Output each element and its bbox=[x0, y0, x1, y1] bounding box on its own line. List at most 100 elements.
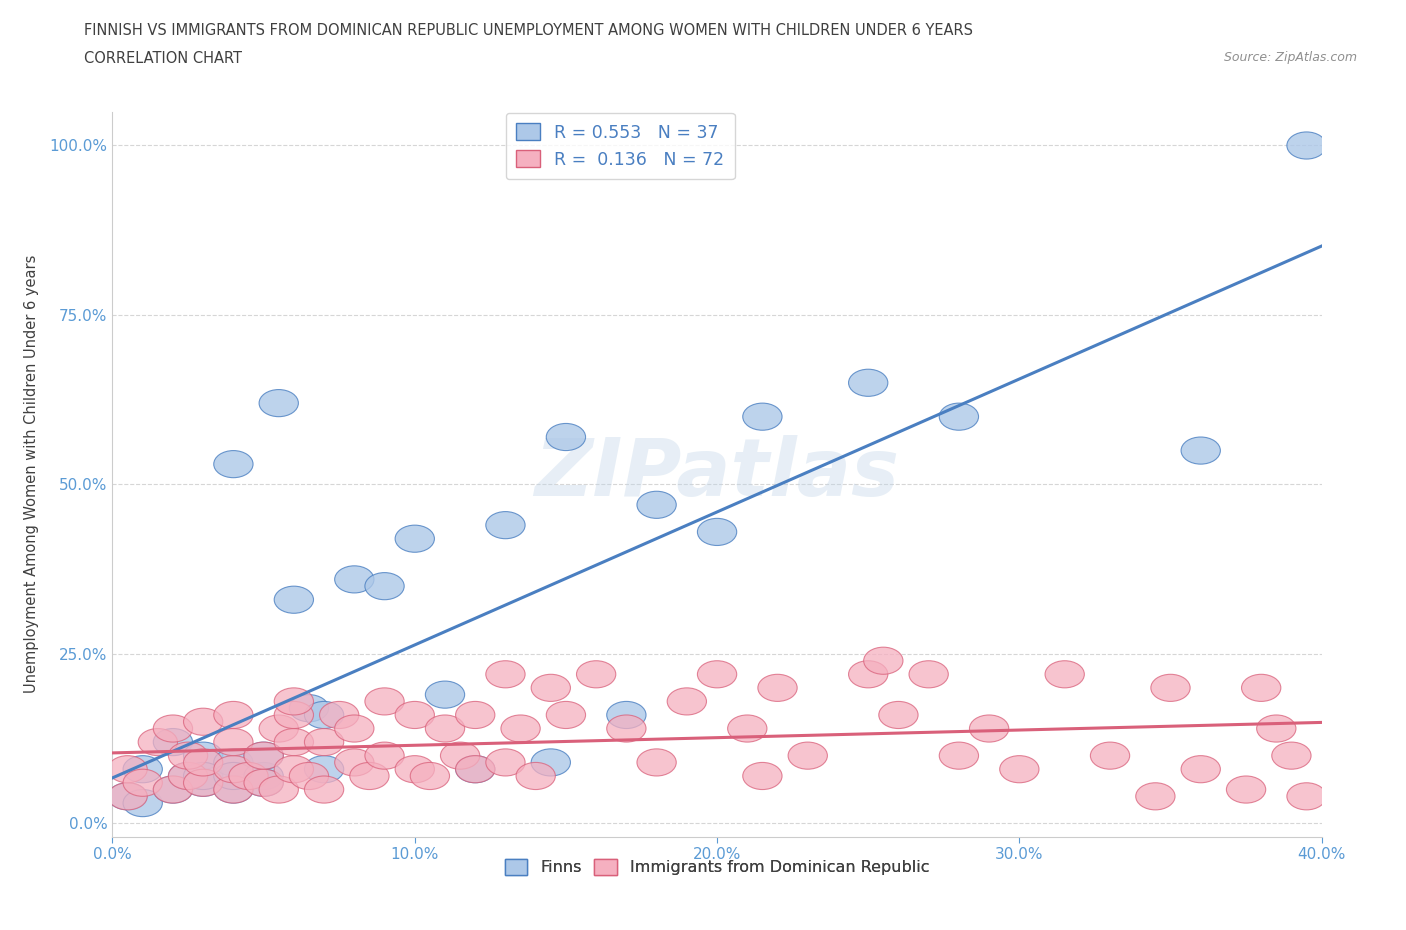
Ellipse shape bbox=[697, 518, 737, 546]
Ellipse shape bbox=[319, 701, 359, 728]
Ellipse shape bbox=[214, 749, 253, 776]
Ellipse shape bbox=[547, 423, 585, 450]
Ellipse shape bbox=[153, 776, 193, 804]
Ellipse shape bbox=[486, 749, 524, 776]
Ellipse shape bbox=[1091, 742, 1129, 769]
Ellipse shape bbox=[245, 763, 283, 790]
Ellipse shape bbox=[758, 674, 797, 701]
Ellipse shape bbox=[290, 695, 329, 722]
Ellipse shape bbox=[1136, 783, 1175, 810]
Ellipse shape bbox=[547, 701, 585, 728]
Ellipse shape bbox=[742, 403, 782, 431]
Ellipse shape bbox=[395, 701, 434, 728]
Ellipse shape bbox=[245, 769, 283, 796]
Ellipse shape bbox=[1226, 776, 1265, 804]
Ellipse shape bbox=[274, 756, 314, 783]
Ellipse shape bbox=[229, 763, 269, 790]
Ellipse shape bbox=[184, 749, 222, 776]
Ellipse shape bbox=[456, 756, 495, 783]
Ellipse shape bbox=[440, 742, 479, 769]
Ellipse shape bbox=[138, 728, 177, 756]
Ellipse shape bbox=[395, 525, 434, 552]
Ellipse shape bbox=[501, 715, 540, 742]
Y-axis label: Unemployment Among Women with Children Under 6 years: Unemployment Among Women with Children U… bbox=[24, 255, 38, 694]
Ellipse shape bbox=[108, 756, 148, 783]
Ellipse shape bbox=[1286, 132, 1326, 159]
Ellipse shape bbox=[214, 776, 253, 804]
Ellipse shape bbox=[184, 763, 222, 790]
Ellipse shape bbox=[350, 763, 389, 790]
Ellipse shape bbox=[849, 369, 887, 396]
Ellipse shape bbox=[290, 763, 329, 790]
Ellipse shape bbox=[245, 742, 283, 769]
Ellipse shape bbox=[184, 708, 222, 736]
Ellipse shape bbox=[668, 688, 706, 715]
Ellipse shape bbox=[274, 688, 314, 715]
Ellipse shape bbox=[169, 742, 208, 769]
Ellipse shape bbox=[1181, 756, 1220, 783]
Ellipse shape bbox=[169, 763, 208, 790]
Ellipse shape bbox=[486, 660, 524, 688]
Text: Source: ZipAtlas.com: Source: ZipAtlas.com bbox=[1223, 51, 1357, 64]
Ellipse shape bbox=[214, 701, 253, 728]
Ellipse shape bbox=[335, 749, 374, 776]
Ellipse shape bbox=[259, 715, 298, 742]
Ellipse shape bbox=[259, 390, 298, 417]
Ellipse shape bbox=[728, 715, 766, 742]
Ellipse shape bbox=[305, 728, 343, 756]
Ellipse shape bbox=[1181, 437, 1220, 464]
Ellipse shape bbox=[335, 565, 374, 593]
Ellipse shape bbox=[789, 742, 827, 769]
Ellipse shape bbox=[153, 715, 193, 742]
Ellipse shape bbox=[697, 660, 737, 688]
Ellipse shape bbox=[305, 776, 343, 804]
Ellipse shape bbox=[305, 756, 343, 783]
Ellipse shape bbox=[214, 756, 253, 783]
Ellipse shape bbox=[366, 742, 404, 769]
Ellipse shape bbox=[274, 701, 314, 728]
Ellipse shape bbox=[910, 660, 948, 688]
Ellipse shape bbox=[849, 660, 887, 688]
Text: CORRELATION CHART: CORRELATION CHART bbox=[84, 51, 242, 66]
Ellipse shape bbox=[214, 776, 253, 804]
Ellipse shape bbox=[366, 573, 404, 600]
Ellipse shape bbox=[184, 769, 222, 796]
Ellipse shape bbox=[245, 742, 283, 769]
Ellipse shape bbox=[1286, 783, 1326, 810]
Ellipse shape bbox=[108, 783, 148, 810]
Ellipse shape bbox=[214, 450, 253, 478]
Ellipse shape bbox=[395, 756, 434, 783]
Ellipse shape bbox=[426, 715, 464, 742]
Ellipse shape bbox=[108, 783, 148, 810]
Ellipse shape bbox=[637, 491, 676, 518]
Ellipse shape bbox=[1257, 715, 1296, 742]
Ellipse shape bbox=[184, 742, 222, 769]
Ellipse shape bbox=[456, 756, 495, 783]
Ellipse shape bbox=[1000, 756, 1039, 783]
Ellipse shape bbox=[456, 701, 495, 728]
Ellipse shape bbox=[970, 715, 1008, 742]
Ellipse shape bbox=[576, 660, 616, 688]
Ellipse shape bbox=[516, 763, 555, 790]
Ellipse shape bbox=[531, 674, 571, 701]
Text: ZIPatlas: ZIPatlas bbox=[534, 435, 900, 513]
Ellipse shape bbox=[1152, 674, 1189, 701]
Ellipse shape bbox=[305, 701, 343, 728]
Ellipse shape bbox=[335, 715, 374, 742]
Ellipse shape bbox=[426, 681, 464, 708]
Ellipse shape bbox=[366, 688, 404, 715]
Ellipse shape bbox=[607, 701, 645, 728]
Ellipse shape bbox=[274, 728, 314, 756]
Ellipse shape bbox=[939, 742, 979, 769]
Legend: Finns, Immigrants from Dominican Republic: Finns, Immigrants from Dominican Republi… bbox=[498, 851, 936, 884]
Ellipse shape bbox=[1272, 742, 1310, 769]
Ellipse shape bbox=[245, 769, 283, 796]
Ellipse shape bbox=[124, 756, 162, 783]
Ellipse shape bbox=[214, 728, 253, 756]
Ellipse shape bbox=[124, 769, 162, 796]
Ellipse shape bbox=[153, 728, 193, 756]
Ellipse shape bbox=[486, 512, 524, 538]
Ellipse shape bbox=[274, 586, 314, 613]
Ellipse shape bbox=[531, 749, 571, 776]
Text: FINNISH VS IMMIGRANTS FROM DOMINICAN REPUBLIC UNEMPLOYMENT AMONG WOMEN WITH CHIL: FINNISH VS IMMIGRANTS FROM DOMINICAN REP… bbox=[84, 23, 973, 38]
